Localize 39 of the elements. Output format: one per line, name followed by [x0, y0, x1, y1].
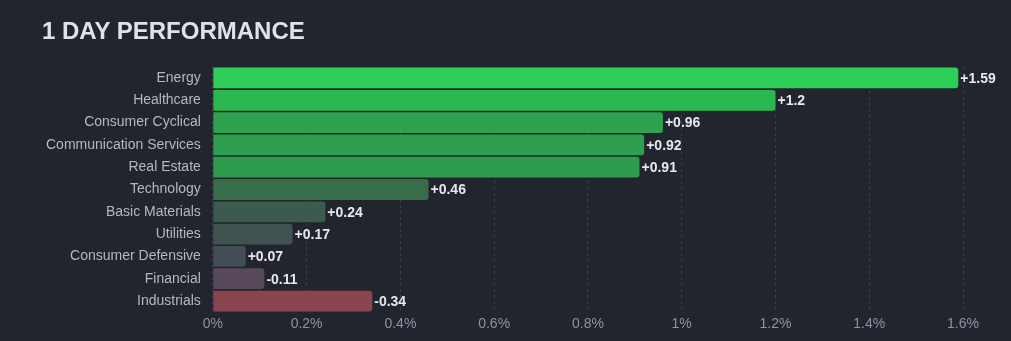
data-label: +0.24 — [327, 203, 363, 220]
x-tick-label: 1.2% — [759, 315, 792, 332]
y-tick-label: Utilities — [155, 224, 201, 241]
data-label: -0.34 — [374, 292, 407, 309]
y-tick-label: Energy — [156, 68, 201, 85]
data-label: +0.46 — [430, 181, 467, 198]
x-tick-label: 1.6% — [947, 315, 979, 332]
bar — [213, 179, 429, 200]
x-tick-label: 0% — [202, 315, 223, 332]
chart-title: 1 DAY PERFORMANCE — [42, 17, 305, 45]
data-label: +0.91 — [641, 159, 678, 176]
y-tick-label: Consumer Defensive — [70, 247, 202, 264]
x-tick-label: 0.8% — [571, 315, 604, 332]
x-tick-label: 0.6% — [478, 315, 511, 332]
data-label: +0.92 — [646, 136, 682, 153]
bar — [213, 89, 776, 111]
x-tick-label: 0.2% — [290, 315, 323, 332]
y-tick-label: Financial — [144, 269, 201, 286]
y-tick-label: Basic Materials — [105, 202, 201, 219]
y-tick-label: Real Estate — [128, 158, 202, 175]
y-tick-label: Industrials — [137, 291, 201, 308]
bar — [213, 268, 265, 290]
data-label: +0.96 — [664, 114, 701, 131]
bar — [213, 290, 373, 312]
x-tick-label: 1.4% — [853, 315, 886, 332]
y-tick-label: Consumer Cyclical — [84, 113, 201, 130]
x-tick-label: 1% — [671, 315, 692, 332]
data-label: +1.2 — [777, 92, 806, 109]
bar — [213, 67, 959, 89]
data-label: +1.59 — [960, 69, 996, 86]
y-tick-label: Technology — [130, 180, 201, 197]
data-label: +0.17 — [294, 225, 331, 242]
bar — [213, 156, 640, 178]
y-tick-label: Communication Services — [45, 135, 201, 152]
data-label: -0.11 — [266, 270, 298, 287]
bar — [213, 201, 326, 223]
data-label: +0.07 — [247, 248, 284, 265]
x-tick-label: 0.4% — [384, 315, 417, 332]
y-tick-label: Healthcare — [133, 91, 202, 108]
